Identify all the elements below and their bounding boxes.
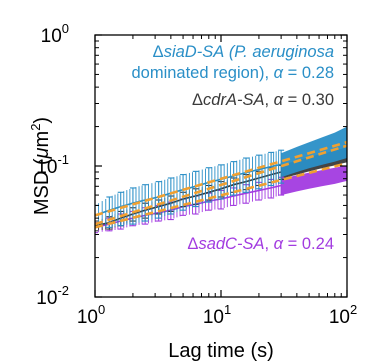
annotation-cdra-delta: Δ bbox=[192, 91, 203, 109]
annotation-sadc-sep: , bbox=[264, 235, 273, 253]
y-axis-label-unit: m bbox=[31, 131, 53, 148]
annotation-sadc-delta: Δ bbox=[187, 235, 198, 253]
annotation-siad-alpha-value: = 0.28 bbox=[283, 64, 334, 82]
x-tick-base: 10 bbox=[77, 307, 98, 328]
y-axis-label-exp: 2 bbox=[28, 124, 43, 131]
series-2-fit-line bbox=[95, 161, 347, 229]
data-layer bbox=[95, 126, 347, 234]
x-tick-label: 100 bbox=[77, 302, 105, 328]
y-tick-base: 10 bbox=[36, 157, 57, 178]
annotation-sadc-name: sadC-SA bbox=[198, 235, 264, 253]
annotation-cdra-sep: , bbox=[264, 91, 273, 109]
annotation-siad-species: (P. aeruginosa bbox=[229, 43, 334, 61]
annotation-siad-alpha-symbol: α bbox=[274, 64, 284, 82]
annotation-sadc-alpha-value: = 0.24 bbox=[283, 235, 334, 253]
y-axis-label: MSD (μm2) bbox=[28, 117, 53, 215]
annotation-sadc: ΔsadC-SA, α = 0.24 bbox=[187, 235, 334, 253]
y-tick-exp: -1 bbox=[57, 152, 69, 167]
series-2-band bbox=[281, 165, 347, 196]
annotation-siad-line2: dominated region), α = 0.28 bbox=[131, 64, 334, 82]
x-axis-label: Lag time (s) bbox=[168, 340, 274, 362]
series-1-fit-line bbox=[95, 144, 347, 226]
annotation-cdra: ΔcdrA-SA, α = 0.30 bbox=[192, 91, 334, 109]
y-tick-label: 10-1 bbox=[36, 152, 69, 178]
annotation-siad-region: dominated region), bbox=[131, 64, 273, 82]
y-tick-label: 100 bbox=[41, 21, 69, 47]
y-tick-exp: 0 bbox=[62, 21, 69, 36]
y-tick-exp: -2 bbox=[57, 283, 69, 298]
annotation-cdra-alpha-value: = 0.30 bbox=[283, 91, 334, 109]
y-tick-label: 10-2 bbox=[36, 283, 69, 309]
x-tick-base: 10 bbox=[329, 307, 350, 328]
y-axis-label-close: ) bbox=[31, 117, 53, 124]
y-tick-base: 10 bbox=[36, 288, 57, 309]
y-tick-base: 10 bbox=[41, 26, 62, 47]
annotation-siad-delta: Δ bbox=[153, 43, 164, 61]
annotation-sadc-alpha-symbol: α bbox=[274, 235, 284, 253]
annotation-siad-line1: ΔsiaD-SA (P. aeruginosa bbox=[153, 43, 334, 61]
x-tick-label: 102 bbox=[329, 302, 357, 328]
y-axis-label-mu: μ bbox=[31, 147, 53, 159]
x-tick-exp: 2 bbox=[350, 302, 357, 317]
x-tick-exp: 0 bbox=[98, 302, 105, 317]
annotation-siad-name: siaD-SA bbox=[164, 43, 225, 61]
x-tick-label: 101 bbox=[203, 302, 231, 328]
annotation-cdra-alpha-symbol: α bbox=[274, 91, 284, 109]
y-axis-label-text: MSD ( bbox=[31, 158, 53, 215]
series-0-fit-line bbox=[95, 140, 347, 217]
annotation-cdra-name: cdrA-SA bbox=[203, 91, 264, 109]
x-tick-exp: 1 bbox=[224, 302, 231, 317]
series-1-mean-line bbox=[95, 171, 282, 227]
x-tick-base: 10 bbox=[203, 307, 224, 328]
